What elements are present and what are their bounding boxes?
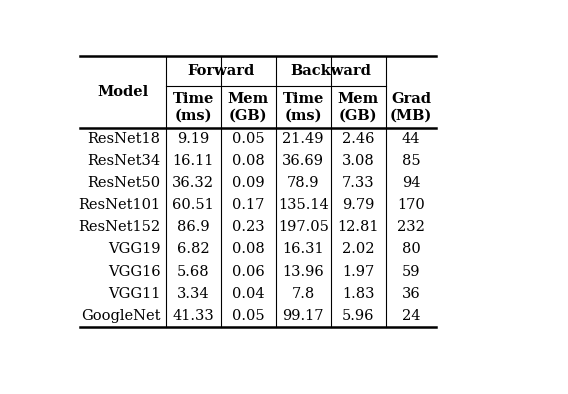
Text: 0.23: 0.23: [232, 220, 265, 234]
Text: Time
(ms): Time (ms): [173, 92, 214, 123]
Text: 16.11: 16.11: [173, 154, 214, 168]
Text: 60.51: 60.51: [172, 198, 214, 212]
Text: 0.05: 0.05: [232, 132, 265, 146]
Text: VGG16: VGG16: [108, 265, 160, 279]
Text: 197.05: 197.05: [278, 220, 329, 234]
Text: ResNet101: ResNet101: [78, 198, 160, 212]
Text: 0.17: 0.17: [232, 198, 264, 212]
Text: Mem
(GB): Mem (GB): [337, 92, 379, 123]
Text: 6.82: 6.82: [177, 242, 210, 256]
Text: 13.96: 13.96: [282, 265, 324, 279]
Text: 7.33: 7.33: [342, 176, 374, 190]
Text: 0.08: 0.08: [232, 154, 265, 168]
Text: Grad
(MB): Grad (MB): [390, 92, 432, 123]
Text: 5.96: 5.96: [342, 309, 374, 323]
Text: Mem
(GB): Mem (GB): [228, 92, 269, 123]
Text: VGG19: VGG19: [108, 242, 160, 256]
Text: 7.8: 7.8: [291, 287, 315, 301]
Text: ResNet34: ResNet34: [87, 154, 160, 168]
Text: 0.09: 0.09: [232, 176, 265, 190]
Text: ResNet18: ResNet18: [87, 132, 160, 146]
Text: 12.81: 12.81: [337, 220, 379, 234]
Text: 41.33: 41.33: [172, 309, 214, 323]
Text: 1.97: 1.97: [342, 265, 374, 279]
Text: 99.17: 99.17: [282, 309, 324, 323]
Text: 9.79: 9.79: [342, 198, 374, 212]
Text: 135.14: 135.14: [278, 198, 328, 212]
Text: 0.05: 0.05: [232, 309, 265, 323]
Text: Model: Model: [97, 85, 148, 99]
Text: 2.46: 2.46: [342, 132, 374, 146]
Text: 24: 24: [402, 309, 420, 323]
Text: 44: 44: [402, 132, 420, 146]
Text: 36.69: 36.69: [282, 154, 324, 168]
Text: 59: 59: [402, 265, 420, 279]
Text: GoogleNet: GoogleNet: [81, 309, 160, 323]
Text: 2.02: 2.02: [342, 242, 374, 256]
Text: 36: 36: [402, 287, 420, 301]
Text: Backward: Backward: [290, 64, 371, 78]
Text: 0.04: 0.04: [232, 287, 265, 301]
Text: 0.08: 0.08: [232, 242, 265, 256]
Text: 78.9: 78.9: [287, 176, 319, 190]
Text: Time
(ms): Time (ms): [282, 92, 324, 123]
Text: ResNet152: ResNet152: [78, 220, 160, 234]
Text: VGG11: VGG11: [108, 287, 160, 301]
Text: 86.9: 86.9: [177, 220, 210, 234]
Text: 1.83: 1.83: [342, 287, 374, 301]
Text: ResNet50: ResNet50: [87, 176, 160, 190]
Text: 3.08: 3.08: [342, 154, 375, 168]
Text: 36.32: 36.32: [172, 176, 214, 190]
Text: 3.34: 3.34: [177, 287, 210, 301]
Text: 5.68: 5.68: [177, 265, 210, 279]
Text: 0.06: 0.06: [232, 265, 265, 279]
Text: Forward: Forward: [187, 64, 254, 78]
Text: 170: 170: [397, 198, 425, 212]
Text: 232: 232: [397, 220, 425, 234]
Text: 85: 85: [402, 154, 420, 168]
Text: 21.49: 21.49: [282, 132, 324, 146]
Text: 80: 80: [402, 242, 420, 256]
Text: 16.31: 16.31: [282, 242, 324, 256]
Text: 9.19: 9.19: [177, 132, 209, 146]
Text: 94: 94: [402, 176, 420, 190]
